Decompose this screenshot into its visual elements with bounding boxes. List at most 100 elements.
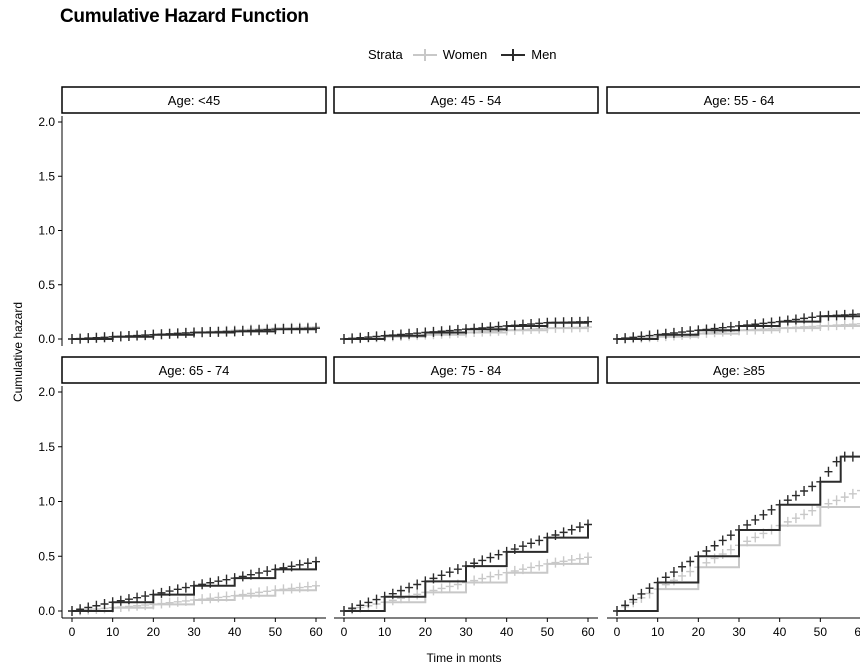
series-line-men	[617, 455, 860, 612]
censor-mark-men	[181, 582, 190, 593]
censor-mark-women	[295, 582, 304, 593]
censor-mark-men	[726, 530, 735, 541]
censor-mark-men	[621, 600, 630, 611]
censor-mark-men	[575, 522, 584, 533]
censor-mark-women	[840, 319, 849, 330]
censor-mark-men	[141, 330, 150, 341]
censor-mark-men	[857, 455, 860, 458]
censor-mark-men	[462, 324, 470, 335]
censor-mark-men	[527, 538, 536, 549]
censor-mark-men	[165, 586, 174, 597]
censor-mark-women	[575, 553, 584, 564]
censor-mark-men	[637, 331, 646, 342]
censor-mark-men	[84, 602, 93, 613]
censor-mark-men	[824, 466, 833, 477]
censor-mark-men	[751, 514, 760, 525]
censor-mark-men	[767, 317, 776, 328]
y-tick-label: 1.0	[38, 224, 55, 238]
facet-strip-label: Age: ≥85	[713, 363, 765, 378]
censor-mark-men	[535, 535, 544, 546]
censor-mark-men	[279, 324, 288, 335]
censor-mark-men	[312, 323, 320, 334]
x-tick-label: 30	[187, 625, 201, 639]
censor-mark-men	[263, 566, 272, 577]
censor-mark-men	[629, 332, 638, 343]
censor-mark-men	[287, 323, 296, 334]
censor-mark-men	[808, 312, 817, 323]
censor-mark-women	[559, 556, 568, 567]
censor-mark-men	[848, 451, 857, 462]
censor-mark-men	[238, 325, 247, 336]
censor-mark-men	[613, 334, 621, 344]
censor-mark-men	[832, 456, 841, 467]
censor-mark-men	[543, 532, 552, 543]
censor-mark-men	[421, 576, 430, 587]
censor-mark-women	[551, 557, 560, 568]
censor-mark-men	[303, 558, 312, 569]
censor-mark-men	[494, 549, 503, 560]
censor-mark-men	[141, 591, 150, 602]
censor-mark-men	[824, 310, 833, 321]
x-tick-label: 20	[692, 625, 706, 639]
censor-mark-women	[584, 552, 592, 563]
censor-mark-men	[364, 597, 373, 608]
censor-mark-women	[800, 509, 809, 520]
x-tick-label: 20	[419, 625, 433, 639]
censor-mark-men	[653, 577, 662, 588]
censor-mark-men	[462, 561, 470, 572]
x-tick-label: 10	[106, 625, 120, 639]
legend-label-men: Men	[531, 47, 557, 62]
censor-mark-men	[279, 562, 288, 573]
censor-mark-men	[494, 321, 503, 332]
legend-item-men: Men	[499, 47, 557, 62]
censor-mark-women	[743, 536, 752, 547]
censor-mark-men	[214, 576, 223, 587]
censor-mark-women	[494, 569, 503, 580]
y-tick-label: 0.5	[38, 278, 55, 292]
censor-mark-men	[478, 322, 487, 333]
censor-mark-women	[808, 505, 817, 516]
censor-mark-men	[348, 333, 357, 344]
censor-mark-men	[372, 594, 381, 605]
censor-mark-men	[791, 314, 800, 325]
censor-mark-men	[68, 334, 76, 344]
facet-strip-label: Age: 65 - 74	[159, 363, 230, 378]
censor-mark-men	[559, 527, 568, 538]
censor-mark-men	[767, 504, 776, 515]
censor-mark-women	[783, 516, 792, 527]
censor-mark-women	[230, 590, 239, 601]
censor-mark-men	[848, 309, 857, 320]
censor-mark-men	[710, 323, 719, 334]
censor-mark-men	[621, 333, 630, 344]
x-tick-label: 40	[228, 625, 242, 639]
censor-mark-men	[429, 326, 438, 337]
censor-mark-men	[255, 325, 264, 336]
censor-mark-women	[702, 557, 711, 568]
censor-mark-women	[222, 591, 231, 602]
censor-mark-women	[478, 573, 487, 584]
censor-mark-men	[413, 328, 422, 339]
censor-mark-men	[645, 583, 654, 594]
y-axis-title: Cumulative hazard	[11, 302, 25, 402]
censor-mark-women	[686, 566, 695, 577]
censor-mark-women	[678, 570, 687, 581]
censor-mark-men	[173, 584, 182, 595]
censor-mark-men	[421, 327, 430, 338]
censor-mark-men	[157, 587, 166, 598]
censor-mark-men	[287, 561, 296, 572]
censor-mark-men	[453, 564, 462, 575]
facet-strip	[606, 86, 860, 114]
censor-mark-men	[76, 604, 85, 615]
censor-mark-women	[726, 544, 735, 555]
y-tick-label: 1.5	[38, 169, 55, 183]
legend-item-women: Women	[411, 47, 487, 62]
censor-mark-women	[791, 513, 800, 524]
censor-mark-men	[157, 329, 166, 340]
censor-mark-women	[238, 589, 247, 600]
censor-mark-men	[775, 499, 784, 510]
censor-mark-men	[551, 530, 560, 541]
censor-mark-men	[686, 326, 695, 337]
censor-mark-men	[340, 606, 348, 616]
censor-mark-men	[295, 323, 304, 334]
censor-mark-women	[190, 595, 198, 606]
